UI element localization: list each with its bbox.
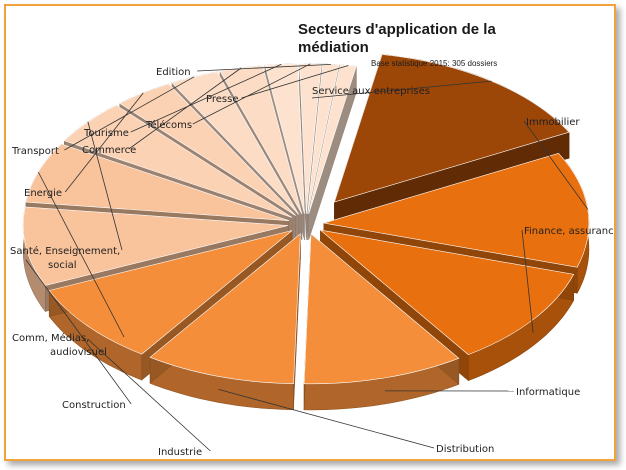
slice-industrie (48, 230, 293, 355)
slice-label-immobilier: Immobilier (526, 117, 580, 128)
slice-label-finance-assurance: Finance, assurance (524, 226, 614, 237)
leader-line-sante-enseignement-social (87, 121, 123, 251)
leader-line-industrie (87, 338, 211, 452)
slice-label-comm-medias-audiovisuel: Comm, Médias, audiovisuel (12, 332, 107, 358)
slice-label-construction: Construction (62, 400, 126, 411)
slice-label-telecoms: Télécoms (145, 119, 192, 131)
slice-labels: Service aux entreprises Immobilier Finance… (10, 67, 614, 458)
slice-transport (171, 71, 300, 215)
leader-line-tourisme (130, 63, 282, 133)
slice-label-energie: Energie (24, 188, 62, 199)
slice-tops (22, 54, 590, 385)
slice-label-tourisme: Tourisme (83, 128, 129, 139)
slice-label-presse: Presse (206, 94, 238, 105)
leader-line-distribution (218, 389, 435, 449)
chart-title-line-2: médiation (298, 39, 369, 56)
slice-label-sante-enseignement-social: Santé, Enseignement, social (10, 245, 120, 271)
leader-line-energie (64, 92, 144, 193)
chart-title-line-1: Secteurs d'application de la (298, 21, 496, 38)
slice-label-distribution: Distribution (436, 444, 494, 455)
slice-label-transport: Transport (11, 146, 59, 157)
leader-line-immobilier (523, 120, 589, 210)
slice-label-informatique: Informatique (516, 387, 580, 398)
leader-line-edition (197, 64, 331, 72)
leader-line-telecoms (192, 63, 311, 125)
leader-line-comm-medias-audiovisuel (37, 171, 125, 338)
slice-label-edition: Edition (156, 67, 191, 78)
slice-tourisme (264, 63, 305, 214)
slice-commerce (219, 65, 303, 215)
leader-line-finance-assurance (521, 229, 534, 333)
slice-finance-assurance (319, 229, 575, 355)
leader-line-presse (241, 65, 349, 99)
chart-frame: Service aux entreprises Immobilier Finance… (4, 4, 616, 461)
pie-chart: Service aux entreprises Immobilier Finance… (10, 21, 614, 458)
leader-lines (25, 63, 589, 452)
slice-label-industrie: Industrie (158, 447, 202, 458)
slice-label-commerce: Commerce (82, 145, 136, 156)
leader-line-commerce (128, 67, 242, 150)
slice-informatique (303, 233, 460, 385)
chart-subtitle: Base statistique 2015: 305 dossiers (371, 59, 497, 68)
leader-line-construction (25, 259, 132, 405)
slice-telecoms (299, 63, 322, 214)
leader-line-service-aux-entreprises (311, 80, 492, 99)
slice-label-service-aux-entreprises: Service aux entreprises (312, 86, 430, 97)
slice-construction (22, 206, 289, 286)
leader-line-transport (64, 76, 195, 151)
slice-distribution (149, 233, 301, 385)
